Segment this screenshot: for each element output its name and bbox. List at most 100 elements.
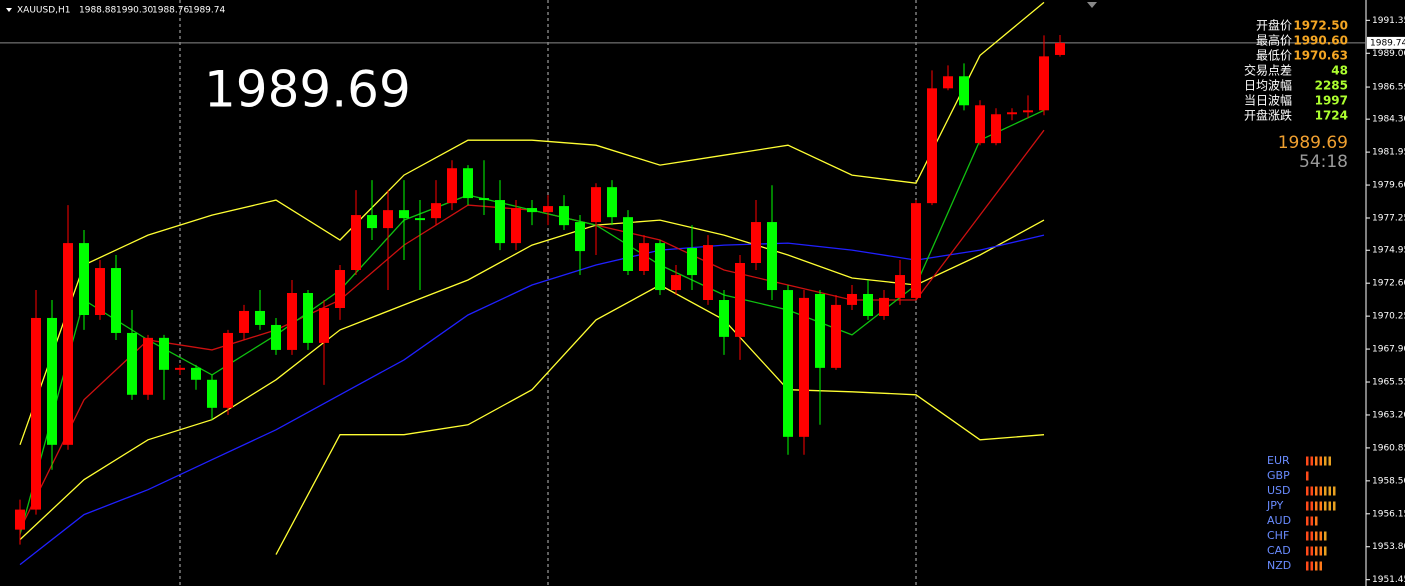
candle-body — [175, 367, 185, 370]
y-tick-label: 1967.90 — [1372, 345, 1405, 355]
currency-name: AUD — [1267, 514, 1291, 527]
ohlc-open: 1988.88 — [79, 6, 116, 16]
strength-segment — [1319, 456, 1322, 466]
strength-segment — [1315, 486, 1318, 496]
ohlc-high: 1990.30 — [116, 6, 153, 16]
strength-segment — [1310, 486, 1313, 496]
candle-body — [1007, 112, 1017, 115]
strength-segment — [1324, 531, 1327, 541]
candle-body — [399, 210, 409, 219]
y-tick-label: 1958.50 — [1372, 476, 1405, 486]
candle-body — [271, 324, 281, 350]
y-tick-label: 1951.45 — [1372, 575, 1405, 585]
info-label: 当日波幅 — [1244, 93, 1292, 108]
strength-segment — [1306, 501, 1309, 511]
strength-segment — [1306, 561, 1309, 571]
strength-segment — [1310, 546, 1313, 556]
candle-body — [463, 168, 473, 199]
strength-segment — [1306, 516, 1309, 526]
strength-segment — [1324, 501, 1327, 511]
y-tick-label: 1981.95 — [1372, 148, 1405, 158]
candle-body — [447, 168, 457, 204]
candle-body — [223, 332, 233, 408]
candle-body — [847, 293, 857, 305]
strength-segment — [1319, 501, 1322, 511]
strength-segment — [1315, 456, 1318, 466]
strength-segment — [1306, 531, 1309, 541]
candle-body — [703, 245, 713, 301]
candle-body — [255, 310, 265, 325]
info-value: 1724 — [1315, 109, 1348, 123]
candle-body — [767, 222, 777, 291]
strength-bar — [1306, 501, 1336, 511]
current-price-box — [1367, 36, 1405, 49]
info-value: 1997 — [1315, 94, 1348, 108]
candle-body — [623, 217, 633, 271]
strength-segment — [1324, 486, 1327, 496]
candle-body — [671, 275, 681, 291]
strength-segment — [1319, 531, 1322, 541]
candle-body — [111, 268, 121, 333]
strength-segment — [1328, 456, 1331, 466]
candle-body — [591, 187, 601, 223]
candle-body — [383, 210, 393, 229]
strength-segment — [1315, 516, 1318, 526]
info-label: 开盘涨跌 — [1244, 108, 1292, 123]
y-tick-label: 1979.60 — [1372, 181, 1405, 191]
candle-body — [895, 275, 905, 298]
candle-body — [511, 208, 521, 244]
candle-body — [159, 337, 169, 370]
info-value: 1972.50 — [1293, 19, 1348, 33]
strength-bar — [1306, 561, 1322, 571]
currency-name: GBP — [1267, 469, 1290, 482]
y-tick-label: 1977.25 — [1372, 213, 1405, 223]
candle-body — [799, 297, 809, 437]
candle-body — [831, 304, 841, 368]
candle-body — [143, 337, 153, 395]
info-label: 最高价 — [1256, 33, 1292, 48]
bar-timer: 54:18 — [1299, 152, 1348, 172]
candle-body — [31, 317, 41, 510]
strength-segment — [1310, 516, 1313, 526]
strength-segment — [1310, 531, 1313, 541]
y-tick-label: 1970.25 — [1372, 312, 1405, 322]
strength-bar — [1306, 471, 1309, 481]
candle-body — [975, 105, 985, 144]
info-label: 最低价 — [1256, 49, 1292, 63]
currency-name: NZD — [1267, 559, 1291, 572]
y-tick-label: 1960.85 — [1372, 443, 1405, 453]
candle-body — [1039, 56, 1049, 111]
ohlc-low: 1988.76 — [152, 6, 189, 16]
info-value: 2285 — [1315, 79, 1348, 93]
strength-segment — [1306, 471, 1309, 481]
candle-body — [783, 290, 793, 437]
strength-segment — [1328, 501, 1331, 511]
indicator-line — [19, 234, 1045, 566]
strength-segment — [1315, 501, 1318, 511]
candle-body — [415, 218, 425, 221]
candle-body — [303, 293, 313, 343]
strength-segment — [1310, 456, 1313, 466]
candle-body — [687, 247, 697, 276]
candle-body — [815, 293, 825, 368]
candle-body — [575, 222, 585, 252]
header: XAUUSD,H1 1988.88 1990.30 1988.76 1989.7… — [17, 6, 225, 16]
shift-marker — [1087, 2, 1097, 8]
candle-body — [287, 293, 297, 350]
candle-body — [639, 243, 649, 271]
ohlc-close: 1989.74 — [188, 6, 225, 16]
current-price-label: 1989.74 — [1370, 38, 1405, 48]
candle-body — [879, 297, 889, 316]
candle-body — [431, 203, 441, 219]
candle-body — [351, 215, 361, 271]
candle-body — [495, 200, 505, 244]
strength-segment — [1333, 486, 1336, 496]
candle-body — [1023, 110, 1033, 113]
y-tick-label: 1956.15 — [1372, 509, 1405, 519]
candle-body — [991, 114, 1001, 144]
candle-body — [735, 262, 745, 337]
symbol: XAUUSD,H1 — [17, 6, 71, 16]
menu-arrow[interactable] — [6, 8, 12, 12]
